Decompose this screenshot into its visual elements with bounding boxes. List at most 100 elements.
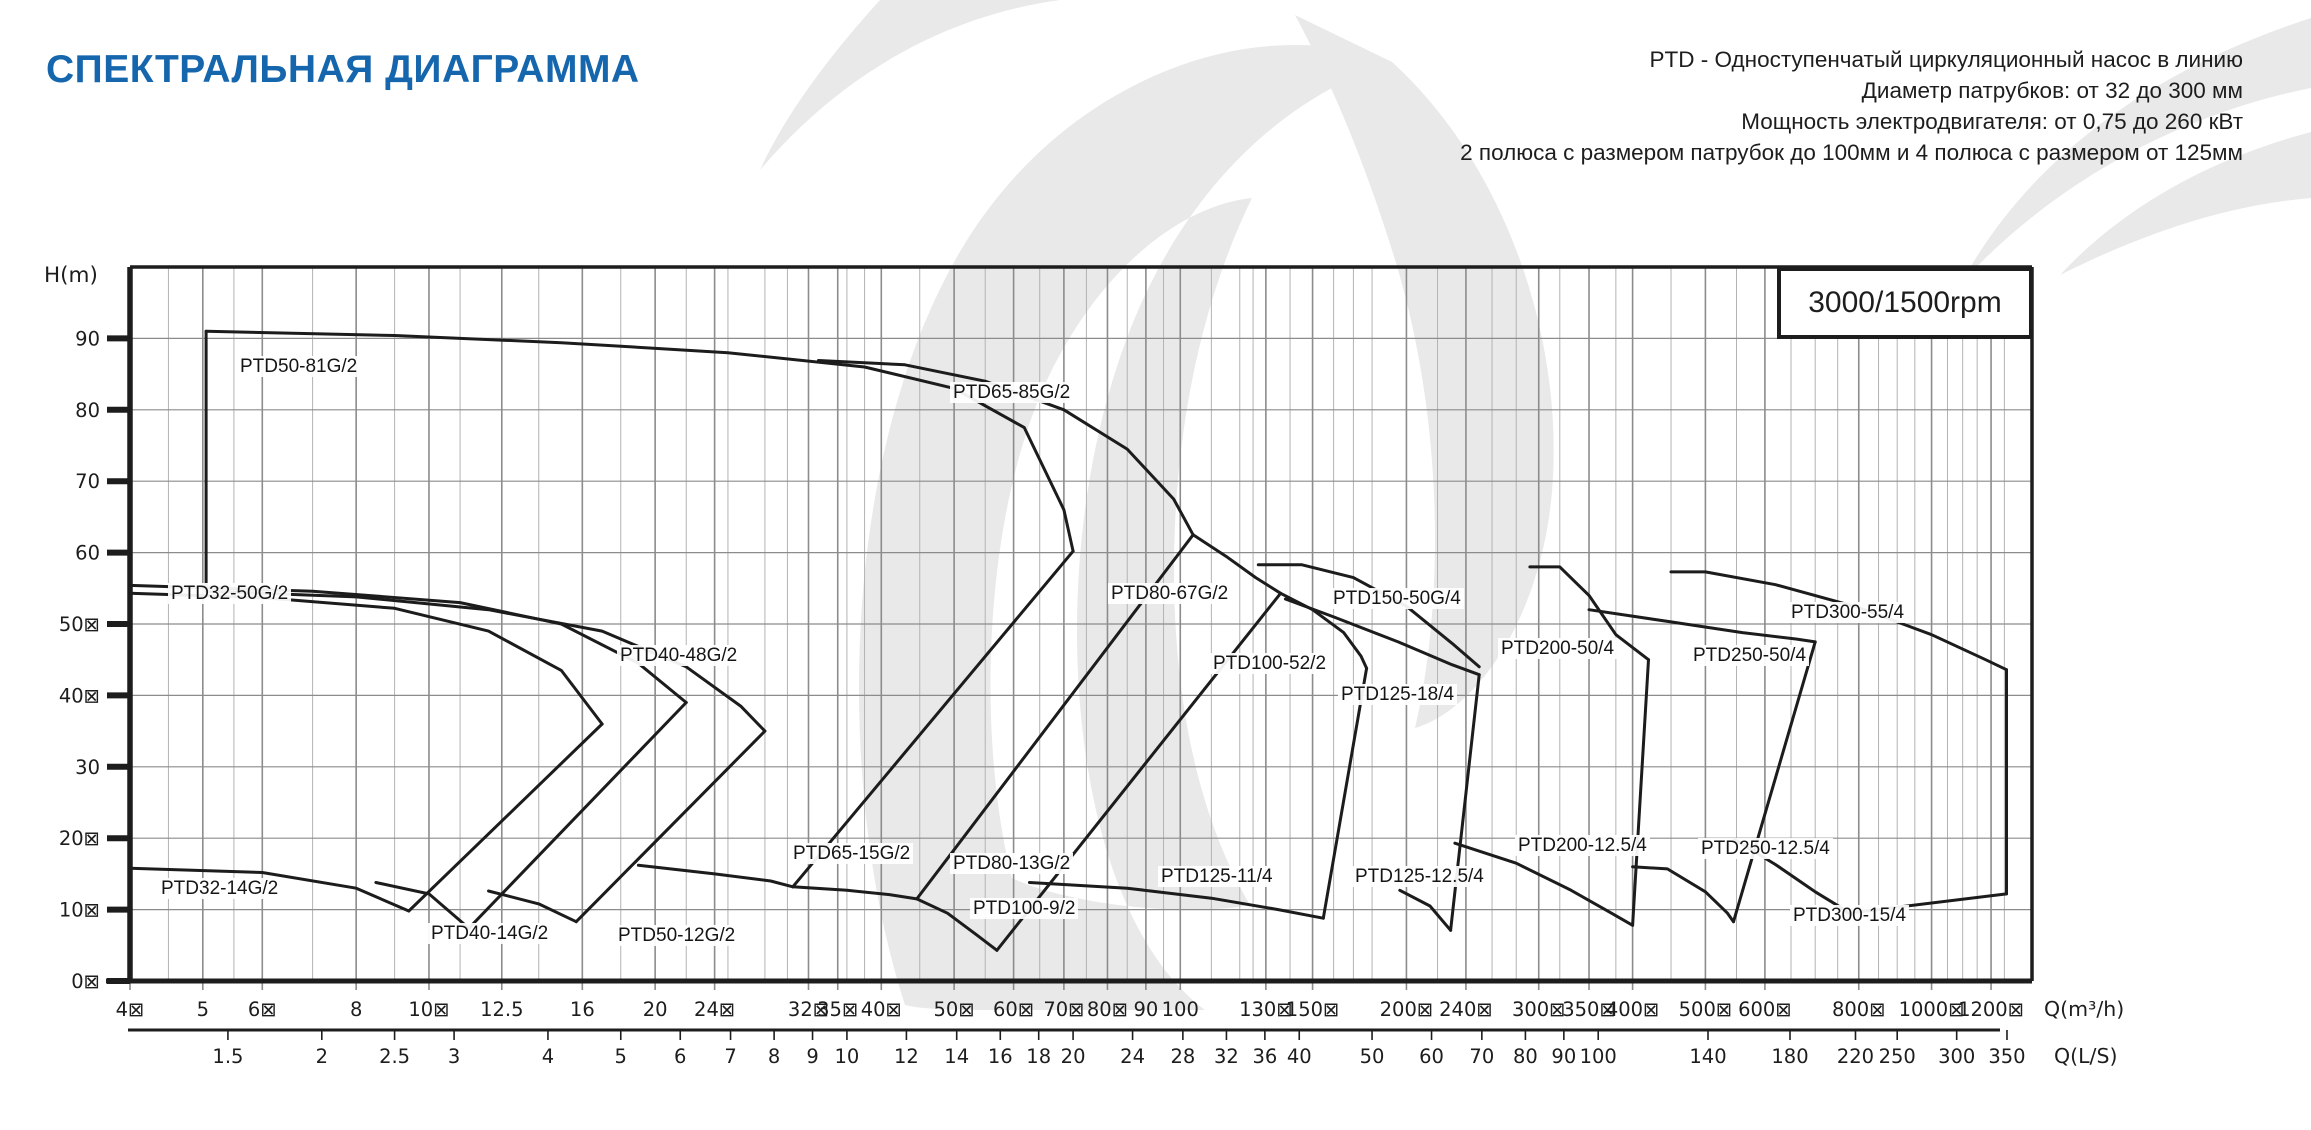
pump-curve-PTD150-50G/4	[1256, 563, 1481, 669]
y-axis-tick-label: 40⊠	[59, 684, 100, 707]
pump-curve-PTD65-85G/2	[817, 359, 1195, 537]
pump-curve-PTD50-81G/2	[204, 589, 767, 733]
pump-label-PTD40-14G/2: PTD40-14G/2	[428, 923, 552, 944]
pump-curve-PTD32-14G/2	[128, 866, 411, 913]
x-axis-m3h-tick-label: 1000⊠	[1899, 998, 1965, 1021]
pump-label-PTD250-12.5/4: PTD250-12.5/4	[1698, 838, 1833, 859]
x-axis-ls-tick-label: 36	[1252, 1045, 1277, 1068]
pump-curve-PTD200-50/4	[1631, 658, 1650, 927]
x-axis-ls-tick-label: 180	[1771, 1045, 1808, 1068]
x-axis-ls-tick-label: 2.5	[379, 1045, 410, 1068]
x-axis-m3h-tick-label: 80⊠	[1087, 998, 1128, 1021]
x-axis-ls-tick-label: 220	[1837, 1045, 1874, 1068]
x-axis-m3h-tick-label: 100	[1162, 998, 1199, 1021]
pump-curve-PTD250-50/4	[1587, 608, 1817, 644]
x-axis-ls-tick-label: 10	[835, 1045, 860, 1068]
y-axis-tick-label: 10⊠	[59, 899, 100, 922]
x-axis-m3h-tick-label: 600⊠	[1738, 998, 1792, 1021]
pump-curve-PTD125-18/4	[1283, 597, 1481, 677]
x-axis-m3h-tick-label: 6⊠	[248, 998, 277, 1021]
x-axis-m3h-tick-label: 4⊠	[116, 998, 145, 1021]
x-axis-ls-tick-label: 16	[988, 1045, 1013, 1068]
header-description: PTD - Одноступенчатый циркуляционный нас…	[1460, 44, 2243, 168]
x-axis-m3h-tick-label: 90	[1133, 998, 1158, 1021]
pump-curve-PTD250-50/4	[1732, 640, 1817, 924]
pump-curve-PTD80-67G/2	[1191, 533, 1283, 595]
y-axis-tick-label: 60	[75, 542, 100, 565]
x-axis-m3h-tick-label: 8	[350, 998, 362, 1021]
y-axis-tick-label: 50⊠	[59, 613, 100, 636]
x-axis-ls-tick-label: 14	[944, 1045, 969, 1068]
x-axis-ls-tick-label: 250	[1879, 1045, 1916, 1068]
y-axis-tick-label: 30	[75, 756, 100, 779]
x-axis-ls-tick-label: 80	[1513, 1045, 1538, 1068]
x-axis-ls-tick-label: 50	[1360, 1045, 1385, 1068]
pump-curve-PTD100-52/2	[1321, 666, 1369, 920]
pump-label-PTD125-11/4: PTD125-11/4	[1158, 866, 1276, 887]
x-axis-ls-tick-label: 18	[1026, 1045, 1051, 1068]
pump-curve-PTD50-81G/2	[791, 549, 1075, 889]
y-axis-tick-label: 0⊠	[71, 970, 100, 993]
pump-label-PTD40-48G/2: PTD40-48G/2	[617, 645, 741, 666]
pump-curve-PTD80-13G/2	[791, 885, 919, 901]
pump-curve-PTD50-12G/2	[487, 889, 578, 924]
x-axis-m3h-tick-label: 70⊠	[1043, 998, 1084, 1021]
x-axis-ls-tick-label: 8	[768, 1045, 780, 1068]
x-axis-m3h-tick-label: 500⊠	[1679, 998, 1733, 1021]
x-axis-ls-tick-label: 4	[542, 1045, 554, 1068]
x-axis-m3h-tick-label: 5	[197, 998, 209, 1021]
x-axis-ls-tick-label: 140	[1689, 1045, 1726, 1068]
x-axis-m3h-tick-label: 800⊠	[1832, 998, 1886, 1021]
x-axis-m3h-tick-label: 16	[570, 998, 595, 1021]
pump-curve-PTD50-81G/2	[574, 729, 767, 924]
y-axis-tick-label: 70	[75, 470, 100, 493]
x-axis-m3h-tick-label: 400⊠	[1606, 998, 1660, 1021]
x-axis-ls-tick-label: 350	[1988, 1045, 2025, 1068]
watermark-swoosh-right	[1295, 15, 1554, 728]
y-axis-tick-label: 90	[75, 327, 100, 350]
x-axis-ls-tick-label: 3	[448, 1045, 460, 1068]
pump-label-PTD50-81G/2: PTD50-81G/2	[237, 356, 361, 377]
page-title: СПЕКТРАЛЬНАЯ ДИАГРАММА	[46, 48, 640, 91]
x-axis-ls-tick-label: 9	[806, 1045, 818, 1068]
watermark-band-topright-2	[2060, 132, 2311, 275]
x-axis-ls-tick-label: 5	[615, 1045, 627, 1068]
pump-label-PTD80-67G/2: PTD80-67G/2	[1108, 583, 1232, 604]
pump-curve-PTD32-50G/2	[407, 722, 604, 913]
pump-label-PTD150-50G/4: PTD150-50G/4	[1330, 588, 1464, 609]
pump-curve-PTD32-50G/2	[128, 591, 604, 726]
pump-label-PTD100-9/2: PTD100-9/2	[970, 898, 1079, 919]
watermark-band-topright-1	[1962, 18, 2311, 282]
pump-label-PTD100-52/2: PTD100-52/2	[1210, 653, 1330, 674]
pump-curve-PTD80-67G/2	[995, 591, 1283, 952]
pump-label-PTD32-14G/2: PTD32-14G/2	[158, 878, 282, 899]
x-axis-ls-tick-label: 6	[674, 1045, 686, 1068]
pump-label-PTD300-15/4: PTD300-15/4	[1790, 905, 1910, 926]
pump-curve-PTD125-11/4	[1028, 881, 1325, 920]
pump-label-PTD200-50/4: PTD200-50/4	[1498, 638, 1618, 659]
pump-curve-PTD250-12.5/4	[1631, 865, 1735, 924]
x-axis-ls-tick-label: 7	[724, 1045, 736, 1068]
pump-curve-PTD50-81G/2	[204, 329, 1075, 553]
y-axis-tick-label: 20⊠	[59, 827, 100, 850]
pump-curve-PTD200-50/4	[1528, 565, 1650, 662]
pump-curve-PTD125-18/4	[1449, 673, 1481, 932]
x-axis-ls-tick-label: 90	[1551, 1045, 1576, 1068]
pump-label-PTD65-85G/2: PTD65-85G/2	[950, 382, 1074, 403]
x-axis-ls-tick-label: 60	[1419, 1045, 1444, 1068]
pump-label-PTD125-18/4: PTD125-18/4	[1338, 684, 1458, 705]
x-axis-m3h-tick-label: 60⊠	[993, 998, 1034, 1021]
pump-curve-PTD40-48G/2	[467, 701, 688, 930]
x-axis-m3h-tick-label: 10⊠	[408, 998, 449, 1021]
x-axis-m3h-tick-label: 300⊠	[1512, 998, 1566, 1021]
y-axis-title: H(m)	[44, 263, 98, 288]
header-line-2: Диаметр патрубков: от 32 до 300 мм	[1861, 78, 2243, 103]
pump-curve-PTD100-9/2	[915, 897, 999, 952]
x-axis-ls-tick-label: 24	[1120, 1045, 1145, 1068]
pump-label-PTD80-13G/2: PTD80-13G/2	[950, 853, 1074, 874]
x-axis-m3h-title: Q(m³/h)	[2044, 997, 2124, 1021]
x-axis-ls-tick-label: 40	[1287, 1045, 1312, 1068]
x-axis-m3h-tick-label: 40⊠	[861, 998, 902, 1021]
x-axis-ls-tick-label: 100	[1580, 1045, 1617, 1068]
